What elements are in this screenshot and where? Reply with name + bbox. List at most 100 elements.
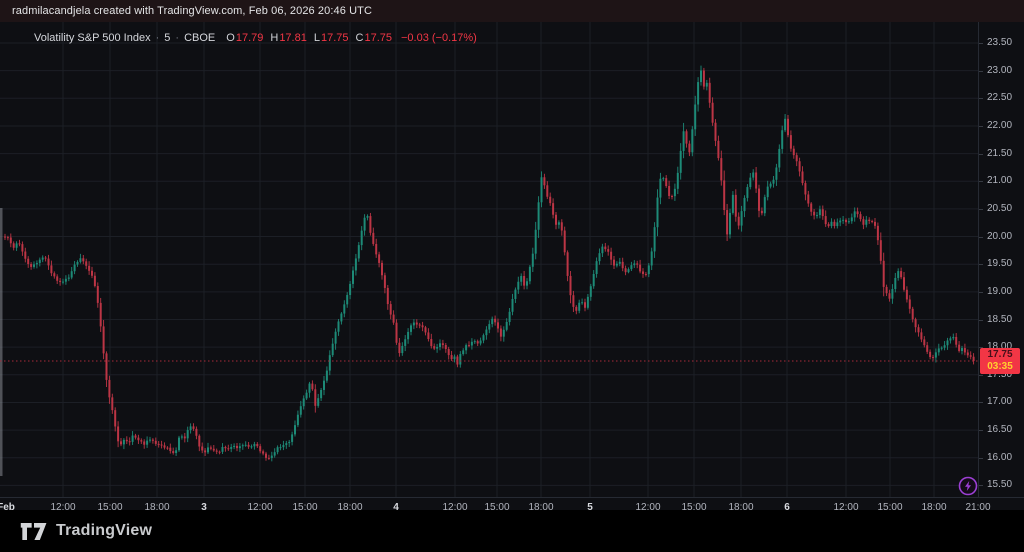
candle-body [285,443,288,446]
candle-body [149,439,151,441]
candle-body [180,436,183,438]
candle-body [833,221,836,227]
candle-body [557,222,560,225]
candle-body [723,180,726,211]
candle-body [430,339,433,347]
last-price-value: 17.75 [987,348,1013,360]
candle-body [595,261,598,274]
candle-body [395,322,398,343]
candle-body [444,345,447,350]
ohlc-letter: L [313,32,320,44]
price-tick-label: 21.00 [987,175,1013,187]
time-tick-label: 18:00 [528,502,554,513]
candle-body [346,295,349,305]
price-axis-separator [978,22,979,497]
candle-body [259,446,262,452]
candle-body [233,445,236,448]
candle-body [485,329,488,336]
candle-body [627,269,630,273]
candle-body [520,276,523,282]
candle-body [923,339,926,346]
candle-body [534,229,537,254]
candle-body [572,295,575,307]
candle-body [705,82,708,87]
candle-body [50,265,53,274]
price-tick-label: 16.00 [987,451,1013,463]
candle-body [314,389,317,406]
candle-body [769,183,772,187]
candle-body [154,440,157,444]
candle-body [488,324,491,330]
candle-body [122,439,125,445]
time-tick-label: 4 [393,502,399,513]
time-axis[interactable]: Feb 12:00 15:00 18:00 3 12:00 15:00 18:00 4 12:00… [0,498,1024,518]
candle-body [64,278,67,282]
price-tick-mark [979,181,983,183]
price-tick-label: 15.50 [987,479,1013,491]
candle-body [473,341,476,343]
price-tick-label: 19.00 [987,285,1013,297]
price-tick-label: 22.50 [987,92,1013,104]
candle-body [743,197,746,212]
tradingview-logo-icon[interactable] [20,522,48,541]
candle-body [62,281,64,283]
candle-body [659,178,662,198]
ohlc-value: 17.81 [279,32,307,44]
symbol-legend: Volatility S&P 500 Index · 5 · CBOE O 17.… [34,30,477,46]
candle-body [383,275,386,288]
time-tick-label: 12:00 [833,502,859,513]
candle-body [241,445,244,447]
chart-canvas[interactable] [0,22,978,497]
candle-body [476,341,479,344]
price-axis[interactable]: 17.75 03:35 23.50 23.00 22.50 22.00 21.50 21.… [979,22,1024,497]
legend-separator: · [155,32,160,44]
candle-body [415,322,418,325]
candle-body [929,351,932,358]
candle-body [375,243,378,255]
candle-body [850,217,853,222]
candle-body [204,450,207,453]
candle-body [856,211,859,215]
candle-body [140,440,143,442]
time-tick-label: 15:00 [484,502,510,513]
price-tick-label: 21.50 [987,147,1013,159]
candle-body [53,273,56,277]
candle-body [4,236,6,238]
candle-body [804,183,807,195]
footer-bar: TradingView [0,510,1024,552]
candle-body [236,445,238,449]
price-tick-mark [979,347,983,349]
candle-body [586,296,589,308]
candle-body [102,326,105,354]
candle-body [198,435,201,447]
price-tick-label: 23.00 [987,64,1013,76]
candle-body [360,230,363,246]
candle-body [427,332,430,340]
candle-body [810,203,813,212]
price-tick-mark [979,374,983,376]
last-price-label: 17.75 03:35 [980,347,1020,374]
ohlc-value: 17.79 [235,32,264,44]
ohlc-letter: O [226,32,235,44]
candle-body [650,251,653,266]
candle-body [647,265,650,275]
candle-body [934,352,937,358]
tradingview-wordmark[interactable]: TradingView [56,522,153,539]
candle-body [691,129,694,153]
flash-icon[interactable] [958,476,978,496]
candle-body [114,410,117,427]
candle-body [508,311,511,322]
ohlc-letter: H [270,32,279,44]
price-tick-mark [979,208,983,210]
candle-body [879,240,882,261]
candle-body [813,211,816,216]
candle-body [517,281,520,290]
candle-body [418,324,421,326]
ohlc-pair: H 17.81 [270,32,306,44]
price-tick-mark [979,485,983,487]
chart-pane[interactable]: Volatility S&P 500 Index · 5 · CBOE O 17.… [0,22,1024,513]
candle-body [320,389,323,399]
candle-body [270,455,273,459]
price-tick-mark [979,125,983,127]
candle-body [79,258,82,262]
